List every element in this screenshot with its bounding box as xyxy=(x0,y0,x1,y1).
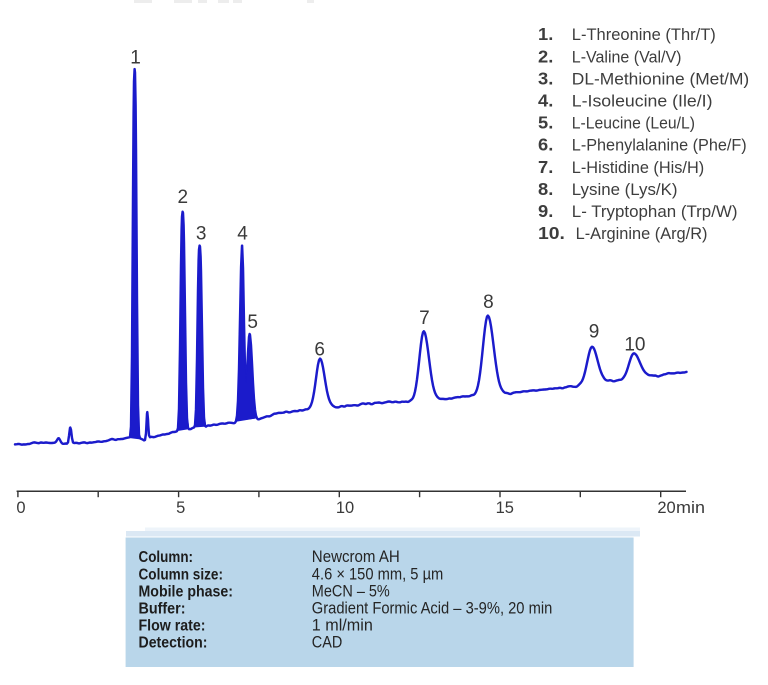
svg-text:1: 1 xyxy=(130,48,141,69)
svg-text:6.: 6. xyxy=(538,135,553,155)
svg-text:8.: 8. xyxy=(538,179,553,199)
svg-text:Flow rate:: Flow rate: xyxy=(139,618,206,635)
svg-text:MeCN – 5%: MeCN – 5% xyxy=(312,582,390,600)
svg-text:L- Tryptophan (Trp/W): L- Tryptophan (Trp/W) xyxy=(572,202,738,221)
svg-text:4.: 4. xyxy=(538,91,553,111)
svg-text:Column size:: Column size: xyxy=(139,566,224,583)
svg-text:L-Isoleucine (Ile/I): L-Isoleucine (Ile/I) xyxy=(572,92,713,111)
svg-text:min: min xyxy=(676,499,705,517)
svg-text:5: 5 xyxy=(247,312,258,333)
svg-text:5.: 5. xyxy=(538,113,553,133)
svg-text:2.: 2. xyxy=(538,46,553,66)
svg-text:9.: 9. xyxy=(538,201,553,221)
svg-text:Newcrom AH: Newcrom AH xyxy=(312,548,400,566)
svg-text:Detection:: Detection: xyxy=(139,635,208,652)
svg-text:L-Phenylalanine (Phe/F): L-Phenylalanine (Phe/F) xyxy=(572,136,747,155)
svg-text:4: 4 xyxy=(237,224,248,245)
svg-text:Lysine (Lys/K): Lysine (Lys/K) xyxy=(572,180,678,199)
svg-text:0: 0 xyxy=(16,499,25,517)
svg-text:7.: 7. xyxy=(538,157,553,177)
svg-text:5: 5 xyxy=(176,499,185,517)
svg-text:20: 20 xyxy=(657,499,675,517)
svg-text:Buffer:: Buffer: xyxy=(139,601,186,618)
svg-text:10: 10 xyxy=(336,499,354,517)
svg-text:2: 2 xyxy=(178,187,189,208)
svg-text:Column:: Column: xyxy=(139,549,194,566)
svg-text:CAD: CAD xyxy=(312,634,343,652)
svg-text:L-Leucine (Leu/L): L-Leucine (Leu/L) xyxy=(572,114,695,133)
svg-text:3.: 3. xyxy=(538,68,553,88)
svg-text:L-Histidine (His/H): L-Histidine (His/H) xyxy=(572,158,704,177)
svg-text:L-Arginine (Arg/R): L-Arginine (Arg/R) xyxy=(576,224,708,243)
svg-text:1 ml/min: 1 ml/min xyxy=(312,617,373,635)
svg-text:10.: 10. xyxy=(538,223,565,243)
svg-text:4.6 × 150 mm, 5 µm: 4.6 × 150 mm, 5 µm xyxy=(312,565,444,583)
svg-text:L-Threonine (Thr/T): L-Threonine (Thr/T) xyxy=(572,25,716,44)
svg-text:6: 6 xyxy=(314,340,325,361)
svg-text:8: 8 xyxy=(483,292,494,313)
svg-text:7: 7 xyxy=(419,308,430,329)
svg-text:10: 10 xyxy=(624,334,645,355)
svg-text:3: 3 xyxy=(196,224,207,245)
svg-text:L-Valine (Val/V): L-Valine (Val/V) xyxy=(572,47,682,66)
svg-text:15: 15 xyxy=(496,499,514,517)
svg-text:9: 9 xyxy=(589,321,600,342)
svg-text:DL-Methionine (Met/M): DL-Methionine (Met/M) xyxy=(572,69,749,88)
svg-text:Mobile phase:: Mobile phase: xyxy=(139,583,234,600)
svg-text:Gradient Formic Acid – 3-9%, 2: Gradient Formic Acid – 3-9%, 20 min xyxy=(312,600,553,618)
svg-text:1.: 1. xyxy=(538,24,553,44)
